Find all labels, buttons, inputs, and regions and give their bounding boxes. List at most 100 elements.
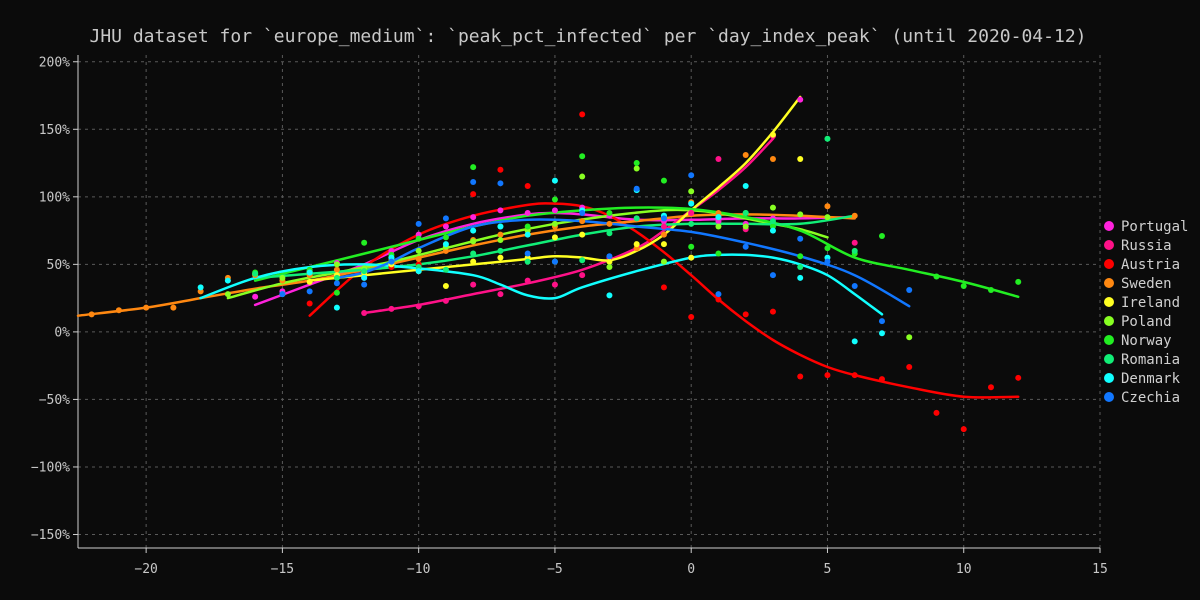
point-portugal: [551, 207, 558, 214]
point-sweden: [115, 307, 122, 314]
legend-label-ireland: Ireland: [1121, 295, 1180, 311]
point-norway: [524, 223, 531, 230]
point-denmark: [361, 274, 368, 281]
point-denmark: [197, 284, 204, 291]
legend-swatch-ireland: [1104, 297, 1114, 307]
point-sweden: [497, 231, 504, 238]
point-denmark: [470, 227, 477, 234]
point-romania: [824, 135, 831, 142]
point-denmark: [769, 227, 776, 234]
point-czechia: [851, 282, 858, 289]
point-denmark: [742, 183, 749, 190]
legend-item-ireland: Ireland: [1104, 295, 1180, 311]
y-tick-label: −150%: [31, 528, 70, 543]
point-czechia: [579, 210, 586, 217]
point-austria: [824, 372, 831, 379]
point-russia: [660, 223, 667, 230]
point-czechia: [797, 235, 804, 242]
point-czechia: [279, 291, 286, 298]
point-norway: [960, 282, 967, 289]
point-denmark: [306, 269, 313, 276]
legend-swatch-poland: [1104, 316, 1114, 326]
point-sweden: [742, 151, 749, 158]
point-austria: [851, 372, 858, 379]
point-portugal: [252, 293, 259, 300]
point-romania: [688, 220, 695, 227]
x-tick-label: −5: [547, 562, 563, 577]
point-austria: [660, 284, 667, 291]
point-portugal: [470, 214, 477, 221]
x-tick-label: 10: [956, 562, 972, 577]
x-tick-label: −20: [134, 562, 157, 577]
point-poland: [606, 264, 613, 271]
legend-swatch-norway: [1104, 335, 1114, 345]
point-czechia: [306, 288, 313, 295]
point-ireland: [606, 258, 613, 265]
point-denmark: [333, 304, 340, 311]
y-tick-label: 200%: [39, 55, 70, 70]
point-czechia: [660, 215, 667, 222]
point-sweden: [579, 218, 586, 225]
point-ireland: [579, 231, 586, 238]
point-norway: [361, 239, 368, 246]
point-sweden: [769, 156, 776, 163]
point-sweden: [170, 304, 177, 311]
point-denmark: [606, 292, 613, 299]
point-sweden: [606, 220, 613, 227]
point-romania: [606, 230, 613, 237]
point-norway: [878, 232, 885, 239]
point-norway: [660, 177, 667, 184]
point-ireland: [633, 241, 640, 248]
point-ireland: [470, 258, 477, 265]
point-russia: [715, 156, 722, 163]
point-poland: [715, 223, 722, 230]
point-austria: [715, 296, 722, 303]
point-poland: [333, 261, 340, 268]
point-austria: [797, 373, 804, 380]
point-russia: [470, 281, 477, 288]
series-points-layer: [88, 96, 1022, 433]
point-czechia: [388, 258, 395, 265]
legend-item-norway: Norway: [1104, 333, 1172, 349]
point-russia: [497, 291, 504, 298]
point-sweden: [333, 266, 340, 273]
legend-item-denmark: Denmark: [1104, 371, 1181, 387]
legend-swatch-portugal: [1104, 221, 1114, 231]
point-portugal: [797, 96, 804, 103]
x-tick-label: −15: [271, 562, 294, 577]
point-czechia: [551, 258, 558, 265]
point-norway: [933, 273, 940, 280]
point-czechia: [470, 178, 477, 185]
point-poland: [551, 220, 558, 227]
legend-label-russia: Russia: [1121, 238, 1172, 254]
point-austria: [769, 308, 776, 315]
point-poland: [906, 334, 913, 341]
point-austria: [742, 311, 749, 318]
point-czechia: [497, 180, 504, 187]
point-norway: [579, 153, 586, 160]
point-russia: [551, 281, 558, 288]
point-czechia: [415, 220, 422, 227]
point-austria: [497, 166, 504, 173]
point-denmark: [797, 274, 804, 281]
point-czechia: [606, 253, 613, 260]
point-czechia: [688, 172, 695, 179]
chart-title: JHU dataset for `europe_medium`: `peak_p…: [90, 26, 1087, 47]
point-russia: [388, 305, 395, 312]
point-poland: [497, 237, 504, 244]
point-romania: [797, 264, 804, 271]
point-russia: [415, 303, 422, 310]
point-poland: [797, 211, 804, 218]
point-austria: [933, 409, 940, 416]
point-austria: [987, 384, 994, 391]
legend-label-portugal: Portugal: [1121, 219, 1188, 235]
point-czechia: [442, 215, 449, 222]
x-tick-label: 15: [1092, 562, 1108, 577]
legend-swatch-czechia: [1104, 392, 1114, 402]
point-austria: [524, 183, 531, 190]
point-czechia: [361, 281, 368, 288]
point-romania: [524, 258, 531, 265]
point-norway: [824, 245, 831, 252]
legend-swatch-austria: [1104, 259, 1114, 269]
point-austria: [470, 191, 477, 198]
